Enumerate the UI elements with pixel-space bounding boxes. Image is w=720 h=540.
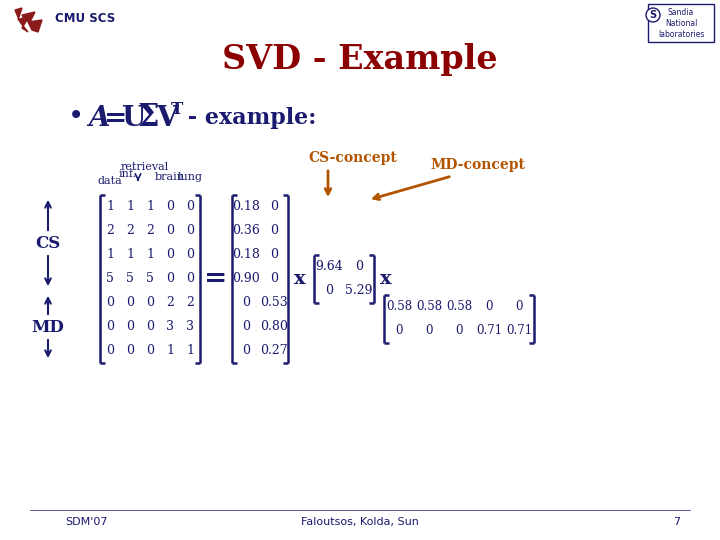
Text: 1: 1 <box>126 248 134 261</box>
Text: 0.80: 0.80 <box>260 321 288 334</box>
Text: •: • <box>68 105 84 132</box>
Text: 0: 0 <box>270 225 278 238</box>
Text: 0: 0 <box>516 300 523 314</box>
Text: 0: 0 <box>126 296 134 309</box>
Text: 0: 0 <box>166 225 174 238</box>
Text: 0: 0 <box>106 345 114 357</box>
Circle shape <box>646 8 660 22</box>
Text: T: T <box>171 102 184 118</box>
Text: 0.58: 0.58 <box>446 300 472 314</box>
Text: Σ: Σ <box>138 103 160 133</box>
Text: 0.18: 0.18 <box>232 248 260 261</box>
Bar <box>648 4 714 42</box>
Text: 0.71: 0.71 <box>476 325 502 338</box>
Text: 0: 0 <box>186 200 194 213</box>
Text: U: U <box>122 105 146 132</box>
Text: - example:: - example: <box>180 107 316 129</box>
Text: 0.36: 0.36 <box>232 225 260 238</box>
Text: 0: 0 <box>270 273 278 286</box>
Bar <box>5 3 50 45</box>
Text: 0: 0 <box>355 260 363 273</box>
Text: 0: 0 <box>270 200 278 213</box>
Text: CMU SCS: CMU SCS <box>55 12 115 25</box>
Text: 0.58: 0.58 <box>386 300 412 314</box>
Text: 5: 5 <box>146 273 154 286</box>
Text: 0: 0 <box>426 325 433 338</box>
Text: x: x <box>294 270 306 288</box>
Text: 1: 1 <box>146 200 154 213</box>
Text: CS-concept: CS-concept <box>308 151 397 165</box>
Text: S: S <box>649 10 657 20</box>
Text: 0.90: 0.90 <box>232 273 260 286</box>
Text: 1: 1 <box>106 200 114 213</box>
Text: 0: 0 <box>146 296 154 309</box>
Text: SVD - Example: SVD - Example <box>222 44 498 77</box>
Text: 2: 2 <box>186 296 194 309</box>
Text: 0.71: 0.71 <box>506 325 532 338</box>
Text: 0: 0 <box>395 325 402 338</box>
Text: 0.27: 0.27 <box>260 345 288 357</box>
Text: 0.53: 0.53 <box>260 296 288 309</box>
Text: 0: 0 <box>325 285 333 298</box>
Text: 0: 0 <box>106 296 114 309</box>
Text: data: data <box>98 176 122 186</box>
Text: SDM'07: SDM'07 <box>65 517 107 527</box>
Text: 1: 1 <box>146 248 154 261</box>
Polygon shape <box>28 20 42 32</box>
Text: 2: 2 <box>146 225 154 238</box>
Text: 0: 0 <box>242 296 250 309</box>
Text: brain: brain <box>155 172 185 182</box>
Text: lung: lung <box>178 172 202 182</box>
Text: 1: 1 <box>186 345 194 357</box>
Text: 0.58: 0.58 <box>416 300 442 314</box>
Text: 0: 0 <box>186 273 194 286</box>
Text: 1: 1 <box>166 345 174 357</box>
Text: 0: 0 <box>485 300 492 314</box>
Text: 5: 5 <box>126 273 134 286</box>
Text: 0: 0 <box>242 345 250 357</box>
Text: MD-concept: MD-concept <box>430 158 525 172</box>
Polygon shape <box>22 12 35 22</box>
Text: 0.18: 0.18 <box>232 200 260 213</box>
Text: =: = <box>104 105 137 132</box>
Text: x: x <box>380 270 392 288</box>
Text: 5: 5 <box>106 273 114 286</box>
Text: 1: 1 <box>126 200 134 213</box>
Text: 0: 0 <box>186 248 194 261</box>
Text: 2: 2 <box>166 296 174 309</box>
Text: 3: 3 <box>186 321 194 334</box>
Text: 0: 0 <box>126 321 134 334</box>
Text: 0: 0 <box>270 248 278 261</box>
Text: V: V <box>156 105 178 132</box>
Text: inf.: inf. <box>119 169 137 179</box>
Text: retrieval: retrieval <box>121 162 169 172</box>
Text: 5.29: 5.29 <box>346 285 373 298</box>
Text: Faloutsos, Kolda, Sun: Faloutsos, Kolda, Sun <box>301 517 419 527</box>
Text: 0: 0 <box>166 273 174 286</box>
Text: MD: MD <box>32 319 64 335</box>
Text: 0: 0 <box>126 345 134 357</box>
Text: 0: 0 <box>146 321 154 334</box>
Text: 0: 0 <box>242 321 250 334</box>
Text: 7: 7 <box>673 517 680 527</box>
Text: A: A <box>88 105 109 132</box>
Polygon shape <box>15 8 30 32</box>
Text: 1: 1 <box>106 248 114 261</box>
Text: 2: 2 <box>106 225 114 238</box>
Text: 2: 2 <box>126 225 134 238</box>
Text: Sandia
National
laboratories: Sandia National laboratories <box>658 8 704 39</box>
Text: 9.64: 9.64 <box>315 260 343 273</box>
Text: 0: 0 <box>166 200 174 213</box>
Text: CS: CS <box>35 234 60 252</box>
Text: =: = <box>204 266 228 293</box>
Text: 3: 3 <box>166 321 174 334</box>
Text: 0: 0 <box>186 225 194 238</box>
Text: 0: 0 <box>166 248 174 261</box>
Text: 0: 0 <box>455 325 463 338</box>
Text: 0: 0 <box>106 321 114 334</box>
Text: 0: 0 <box>146 345 154 357</box>
